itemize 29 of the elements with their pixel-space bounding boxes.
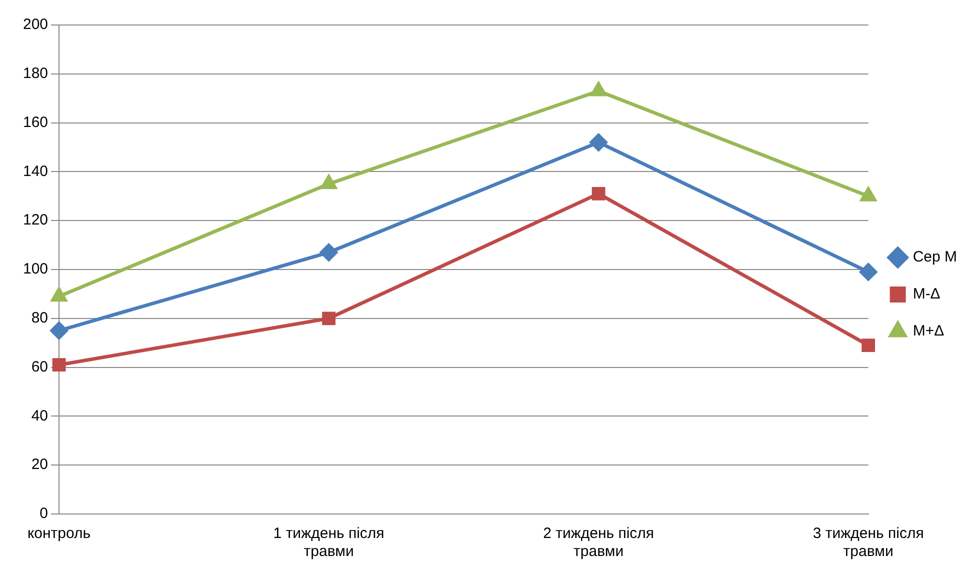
point: [590, 134, 608, 152]
y-tick-label: 80: [31, 310, 48, 327]
point: [51, 288, 67, 302]
point: [860, 187, 876, 202]
point: [862, 338, 876, 352]
point: [590, 82, 606, 96]
y-tick-label: 160: [22, 114, 48, 131]
x-tick-label: контроль: [27, 525, 91, 542]
point: [320, 175, 337, 190]
y-tick-label: 60: [31, 358, 48, 376]
legend-label: М+Δ: [912, 322, 944, 340]
x-tick-label: 1 тиждень після травми: [273, 525, 384, 560]
legend-label: Сер М: [912, 248, 958, 266]
point: [322, 312, 336, 326]
point: [592, 187, 606, 200]
point: [860, 263, 878, 281]
point: [50, 322, 68, 340]
y-tick-label: 40: [31, 407, 48, 424]
y-tick-label: 200: [22, 16, 48, 34]
y-tick-label: 120: [22, 212, 48, 229]
point: [320, 244, 338, 262]
x-tick-label: 3 тиждень після травми: [812, 525, 924, 560]
y-tick-label: 140: [22, 162, 48, 180]
y-tick-label: 20: [31, 456, 48, 474]
y-tick-label: 180: [22, 65, 48, 82]
y-tick-label: 0: [40, 505, 48, 522]
legend-label: М-Δ: [912, 286, 940, 303]
y-tick-label: 100: [22, 260, 48, 278]
x-tick-label: 2 тиждень після травми: [543, 525, 654, 560]
